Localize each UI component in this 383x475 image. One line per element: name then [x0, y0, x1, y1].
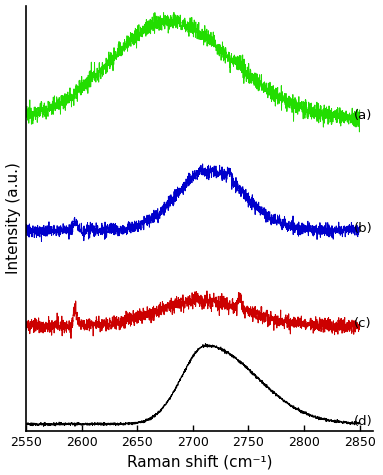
- Text: (b): (b): [354, 222, 373, 235]
- Y-axis label: Intensity (a.u.): Intensity (a.u.): [6, 162, 21, 274]
- X-axis label: Raman shift (cm⁻¹): Raman shift (cm⁻¹): [127, 455, 272, 469]
- Text: (d): (d): [354, 415, 373, 428]
- Text: (c): (c): [354, 317, 372, 330]
- Text: (a): (a): [354, 109, 372, 122]
